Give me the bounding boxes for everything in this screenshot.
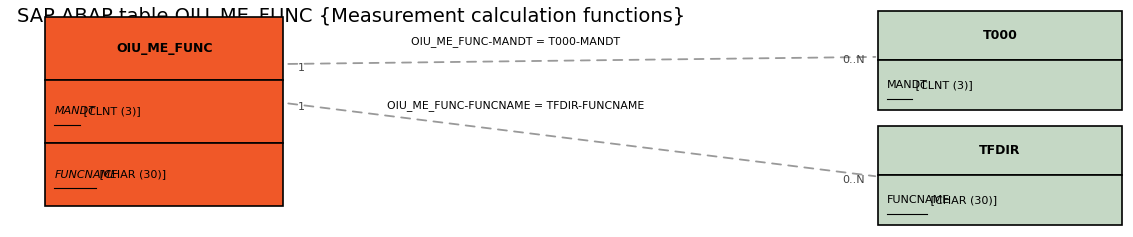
Text: FUNCNAME: FUNCNAME xyxy=(54,170,118,180)
Text: 0..N: 0..N xyxy=(842,55,864,65)
Text: OIU_ME_FUNC-FUNCNAME = TFDIR-FUNCNAME: OIU_ME_FUNC-FUNCNAME = TFDIR-FUNCNAME xyxy=(386,100,645,111)
Text: [CLNT (3)]: [CLNT (3)] xyxy=(912,80,973,90)
FancyBboxPatch shape xyxy=(45,17,283,80)
Text: FUNCNAME: FUNCNAME xyxy=(887,195,951,205)
FancyBboxPatch shape xyxy=(878,175,1122,225)
Text: SAP ABAP table OIU_ME_FUNC {Measurement calculation functions}: SAP ABAP table OIU_ME_FUNC {Measurement … xyxy=(17,7,685,27)
FancyBboxPatch shape xyxy=(878,60,1122,110)
Text: MANDT: MANDT xyxy=(887,80,928,90)
Text: 0..N: 0..N xyxy=(842,175,864,185)
Text: 1: 1 xyxy=(298,63,305,73)
Text: MANDT: MANDT xyxy=(54,106,95,116)
Text: [CHAR (30)]: [CHAR (30)] xyxy=(96,170,167,180)
Text: [CHAR (30)]: [CHAR (30)] xyxy=(927,195,997,205)
Text: OIU_ME_FUNC: OIU_ME_FUNC xyxy=(116,42,213,55)
FancyBboxPatch shape xyxy=(45,143,283,206)
Text: OIU_ME_FUNC-MANDT = T000-MANDT: OIU_ME_FUNC-MANDT = T000-MANDT xyxy=(411,36,620,47)
Text: 1: 1 xyxy=(298,102,305,112)
Text: [CLNT (3)]: [CLNT (3)] xyxy=(80,106,140,116)
FancyBboxPatch shape xyxy=(878,126,1122,175)
FancyBboxPatch shape xyxy=(878,11,1122,60)
FancyBboxPatch shape xyxy=(45,80,283,143)
Text: T000: T000 xyxy=(982,29,1017,42)
Text: TFDIR: TFDIR xyxy=(979,144,1021,157)
